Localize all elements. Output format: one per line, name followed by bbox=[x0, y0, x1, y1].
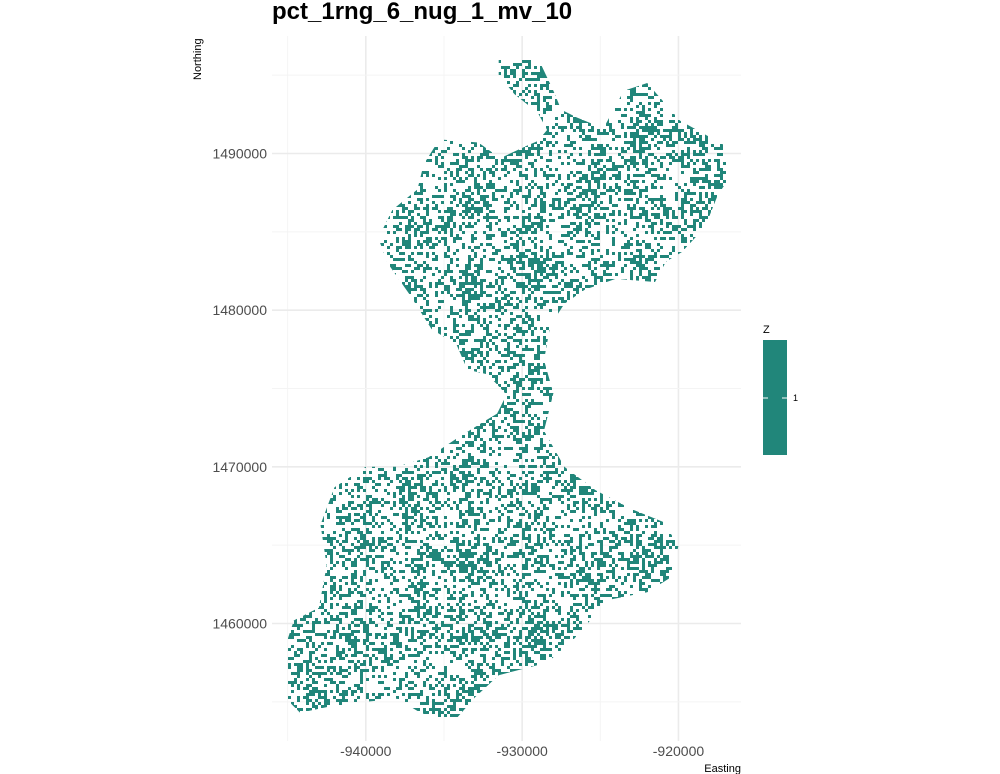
x-tick-label: -930000 bbox=[496, 743, 548, 759]
x-tick-label: -920000 bbox=[653, 743, 705, 759]
x-axis-ticks: -940000 -930000 -920000 bbox=[340, 743, 704, 759]
y-tick-label: 1490000 bbox=[212, 146, 267, 162]
raster-layer bbox=[288, 60, 726, 717]
y-tick-label: 1460000 bbox=[212, 616, 267, 632]
legend-title: Z bbox=[763, 324, 770, 336]
y-axis-title: Northing bbox=[192, 38, 204, 80]
legend-label: 1 bbox=[793, 393, 798, 403]
chart-title: pct_1rng_6_nug_1_mv_10 bbox=[272, 0, 572, 25]
y-tick-label: 1470000 bbox=[212, 459, 267, 475]
y-axis-ticks: 1460000 1470000 1480000 1490000 bbox=[212, 146, 267, 632]
x-tick-label: -940000 bbox=[340, 743, 392, 759]
x-axis-title: Easting bbox=[704, 763, 741, 774]
raster-cells bbox=[288, 60, 726, 717]
y-tick-label: 1480000 bbox=[212, 302, 267, 318]
legend: Z 1 bbox=[763, 324, 798, 455]
